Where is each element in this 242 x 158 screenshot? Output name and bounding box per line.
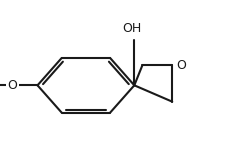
Text: OH: OH (122, 22, 142, 35)
Text: O: O (177, 59, 187, 72)
Text: O: O (8, 79, 17, 92)
